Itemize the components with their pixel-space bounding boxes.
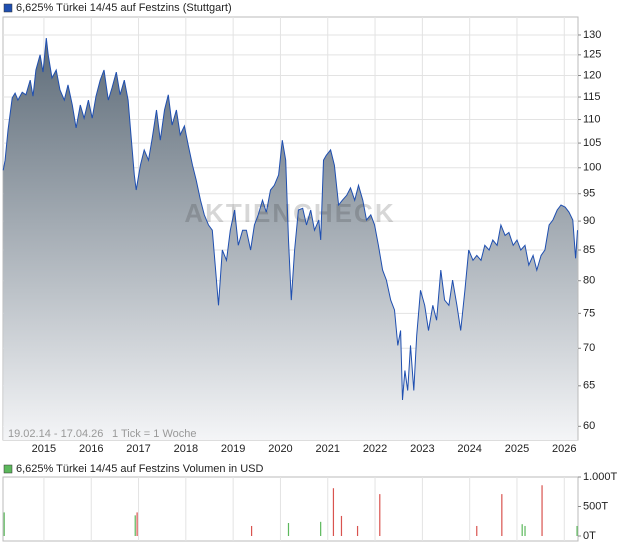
y-tick-label: 105 xyxy=(583,137,601,149)
y-tick-label: 110 xyxy=(583,113,601,125)
x-tick-label: 2022 xyxy=(363,443,387,455)
x-tick-label: 2023 xyxy=(410,443,434,455)
volume-bar xyxy=(521,524,523,536)
y-tick-label: 80 xyxy=(583,275,595,287)
volume-bar xyxy=(136,512,138,536)
chart-title: 6,625% Türkei 14/45 auf Festzins (Stuttg… xyxy=(16,2,232,14)
volume-bar xyxy=(320,521,322,536)
x-tick-label: 2019 xyxy=(221,443,245,455)
volume-bar xyxy=(3,512,5,536)
y-tick-label: 95 xyxy=(583,188,595,200)
x-tick-label: 2015 xyxy=(32,443,56,455)
y-tick-label: 60 xyxy=(583,420,595,432)
volume-title: 6,625% Türkei 14/45 auf Festzins Volumen… xyxy=(16,463,263,475)
volume-bar xyxy=(576,525,578,536)
x-tick-label: 2025 xyxy=(505,443,529,455)
y-tick-label: 90 xyxy=(583,215,595,227)
y-tick-label: 70 xyxy=(583,342,595,354)
y-tick-label: 85 xyxy=(583,244,595,256)
price-line xyxy=(2,38,578,401)
volume-bar xyxy=(287,523,290,536)
y-tick-label: 100 xyxy=(583,162,601,174)
y-tick-label: 0T xyxy=(583,530,596,542)
y-tick-label: 120 xyxy=(583,69,601,81)
x-tick-label: 2017 xyxy=(126,443,150,455)
x-tick-label: 2016 xyxy=(79,443,103,455)
legend-swatch xyxy=(3,464,13,474)
x-tick-label: 2021 xyxy=(316,443,340,455)
x-tick-label: 2024 xyxy=(457,443,481,455)
y-tick-label: 125 xyxy=(583,49,601,61)
range-note: 19.02.14 - 17.04.26 xyxy=(8,428,103,440)
volume-bar xyxy=(332,488,335,536)
x-tick-label: 2026 xyxy=(552,443,576,455)
x-tick-label: 2018 xyxy=(174,443,198,455)
volume-bar xyxy=(250,525,253,536)
plot-frame xyxy=(2,476,579,542)
volume-bar xyxy=(501,494,503,536)
volume-bar xyxy=(379,494,381,536)
price-area xyxy=(3,38,578,440)
volume-bar xyxy=(524,525,526,536)
volume-bar xyxy=(476,525,478,536)
volume-bar xyxy=(541,485,543,536)
y-tick-label: 130 xyxy=(583,29,601,41)
volume-bar xyxy=(356,525,359,536)
volume-bar xyxy=(134,515,136,536)
watermark: AKTIENCHECK xyxy=(184,198,395,228)
legend-swatch xyxy=(3,3,13,13)
volume-bar xyxy=(340,515,343,536)
y-tick-label: 75 xyxy=(583,307,595,319)
y-tick-label: 115 xyxy=(583,91,601,103)
y-tick-label: 500T xyxy=(583,500,608,512)
tick-note: 1 Tick = 1 Woche xyxy=(112,428,196,440)
y-tick-label: 65 xyxy=(583,380,595,392)
x-tick-label: 2020 xyxy=(268,443,292,455)
y-tick-label: 1.000T xyxy=(583,471,618,483)
